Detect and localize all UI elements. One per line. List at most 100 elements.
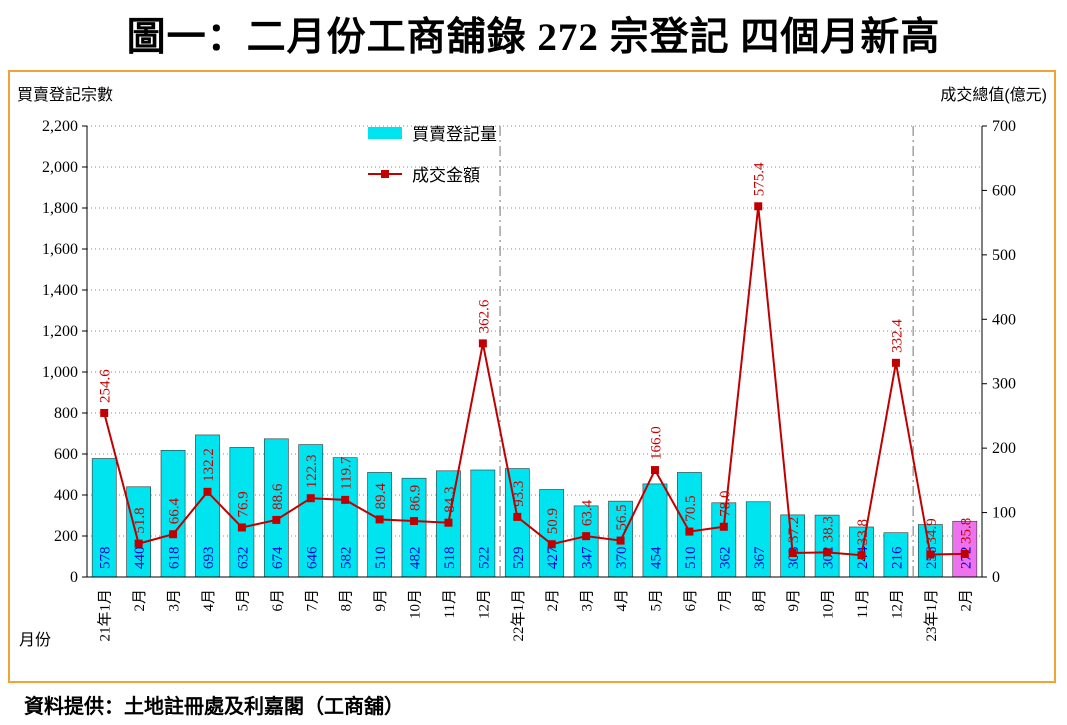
page: 圖一：二月份工商舖錄 272 宗登記 四個月新高 買賣登記宗數 成交總值(億元)… (0, 6, 1067, 719)
svg-text:6月: 6月 (683, 589, 699, 612)
svg-text:529: 529 (511, 547, 527, 570)
svg-text:518: 518 (442, 547, 458, 570)
svg-text:254.6: 254.6 (98, 369, 114, 403)
svg-text:5月: 5月 (235, 589, 251, 612)
chart-title: 圖一：二月份工商舖錄 272 宗登記 四個月新高 (126, 16, 941, 59)
svg-text:200: 200 (992, 440, 1016, 457)
svg-text:362: 362 (717, 547, 733, 570)
svg-text:5月: 5月 (648, 589, 664, 612)
svg-text:166.0: 166.0 (648, 426, 664, 460)
svg-text:2月: 2月 (132, 589, 148, 612)
svg-text:37.2: 37.2 (786, 517, 802, 543)
svg-text:582: 582 (339, 547, 355, 570)
combo-chart: 0 200 400 600 800 1,000 1,200 1,400 1,600 1,800 2,… (42, 118, 1016, 642)
svg-text:1,800: 1,800 (42, 200, 78, 217)
svg-text:4月: 4月 (201, 589, 217, 612)
svg-text:122.3: 122.3 (304, 454, 320, 488)
svg-text:119.7: 119.7 (339, 456, 355, 490)
svg-text:600: 600 (54, 446, 78, 463)
svg-text:63.4: 63.4 (580, 499, 596, 526)
svg-text:86.9: 86.9 (408, 485, 424, 511)
svg-text:70.5: 70.5 (683, 495, 699, 521)
svg-text:11月: 11月 (855, 589, 871, 618)
svg-text:1,200: 1,200 (42, 323, 78, 340)
svg-text:454: 454 (648, 546, 664, 569)
svg-text:400: 400 (992, 311, 1016, 328)
svg-text:700: 700 (992, 118, 1016, 135)
svg-text:216: 216 (889, 546, 905, 569)
svg-text:2,000: 2,000 (42, 159, 78, 176)
svg-text:33.8: 33.8 (855, 519, 871, 545)
svg-text:522: 522 (476, 547, 492, 570)
svg-text:800: 800 (54, 405, 78, 422)
svg-text:8月: 8月 (752, 589, 768, 612)
svg-text:1,400: 1,400 (42, 282, 78, 299)
svg-text:89.4: 89.4 (373, 483, 389, 510)
svg-text:9月: 9月 (373, 589, 389, 612)
svg-text:3月: 3月 (580, 589, 596, 612)
line-swatch-marker-icon (381, 169, 389, 178)
bar-series-label: 買賣登記量 (412, 125, 497, 144)
svg-text:440: 440 (132, 547, 148, 570)
line-series-label: 成交金額 (412, 166, 480, 185)
svg-text:600: 600 (992, 182, 1016, 199)
svg-text:1,000: 1,000 (42, 364, 78, 381)
svg-text:11月: 11月 (442, 589, 458, 618)
svg-text:1,600: 1,600 (42, 241, 78, 258)
svg-text:618: 618 (167, 547, 183, 570)
legend-item-bars: 買賣登記量 (368, 120, 497, 145)
svg-text:100: 100 (992, 505, 1016, 522)
svg-text:347: 347 (580, 546, 596, 569)
svg-text:2月: 2月 (958, 589, 974, 612)
svg-text:370: 370 (614, 547, 630, 570)
svg-text:427: 427 (545, 546, 561, 569)
chart-frame: 買賣登記宗數 成交總值(億元) 0 200 400 600 800 1,000 1,200 1… (8, 70, 1056, 683)
svg-text:9月: 9月 (786, 589, 802, 612)
svg-text:300: 300 (992, 376, 1016, 393)
line-series-swatch (368, 168, 402, 180)
svg-text:6月: 6月 (270, 589, 286, 612)
svg-text:575.4: 575.4 (752, 162, 768, 196)
svg-text:510: 510 (373, 547, 389, 570)
svg-text:12月: 12月 (889, 589, 905, 619)
svg-text:3月: 3月 (167, 589, 183, 612)
bar-series-swatch (368, 126, 402, 139)
svg-text:132.2: 132.2 (201, 448, 217, 482)
x-axis-title: 月份 (19, 632, 52, 649)
svg-text:93.3: 93.3 (511, 481, 527, 507)
svg-text:21年1月: 21年1月 (97, 589, 114, 642)
svg-text:78.0: 78.0 (717, 490, 733, 516)
svg-text:88.6: 88.6 (270, 483, 286, 510)
svg-text:23年1月: 23年1月 (923, 589, 940, 642)
svg-text:632: 632 (235, 547, 251, 570)
svg-text:500: 500 (992, 247, 1016, 264)
svg-text:35.8: 35.8 (958, 518, 974, 544)
svg-text:0: 0 (70, 569, 78, 586)
svg-text:2,200: 2,200 (42, 118, 78, 135)
svg-text:10月: 10月 (408, 589, 424, 619)
svg-text:4月: 4月 (614, 589, 630, 612)
svg-text:200: 200 (54, 528, 78, 545)
legend-item-line: 成交金額 (368, 161, 497, 186)
svg-text:12月: 12月 (476, 589, 492, 619)
svg-text:578: 578 (98, 547, 114, 570)
svg-text:56.5: 56.5 (614, 504, 630, 530)
svg-text:76.9: 76.9 (235, 491, 251, 517)
svg-text:332.4: 332.4 (889, 319, 905, 353)
svg-text:7月: 7月 (304, 589, 320, 612)
legend: 買賣登記量 成交金額 (368, 120, 497, 186)
svg-text:367: 367 (752, 546, 768, 569)
svg-text:38.3: 38.3 (821, 516, 837, 542)
svg-text:0: 0 (992, 569, 1000, 586)
svg-text:8月: 8月 (339, 589, 355, 612)
svg-text:7月: 7月 (717, 589, 733, 612)
svg-text:482: 482 (408, 547, 424, 570)
left-axis-title: 買賣登記宗數 (17, 87, 114, 104)
svg-text:22年1月: 22年1月 (510, 589, 527, 642)
svg-text:400: 400 (54, 487, 78, 504)
svg-text:66.4: 66.4 (167, 497, 183, 524)
svg-text:674: 674 (270, 546, 286, 569)
right-axis-title: 成交總值(億元) (940, 87, 1047, 104)
svg-text:84.3: 84.3 (442, 486, 458, 512)
svg-text:510: 510 (683, 547, 699, 570)
